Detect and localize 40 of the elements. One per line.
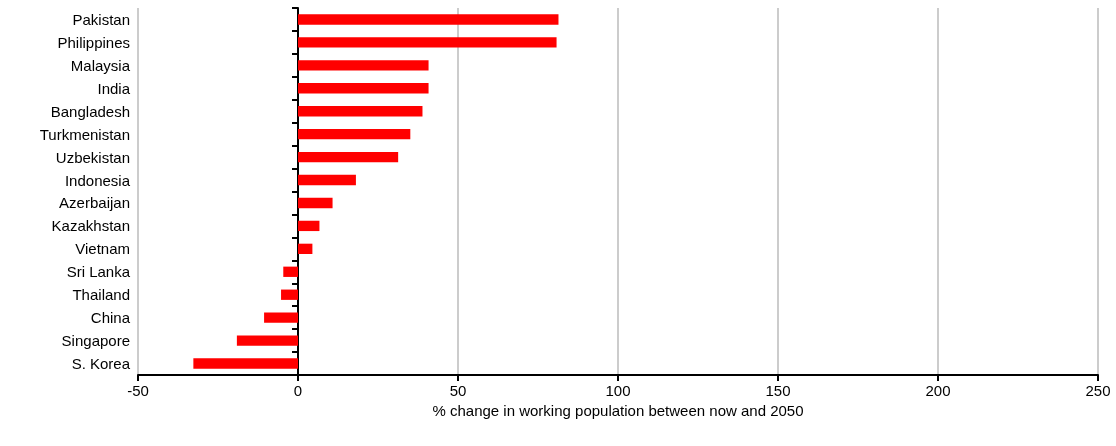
y-tick-label: Azerbaijan: [59, 194, 130, 212]
bar: [298, 243, 313, 254]
bar: [298, 174, 356, 186]
bar: [298, 60, 429, 71]
x-tick-label: 0: [293, 382, 303, 399]
bar: [298, 197, 333, 209]
y-tick-label: India: [97, 79, 131, 97]
y-tick-label: Sri Lanka: [66, 263, 131, 281]
y-tick-label: Kazakhstan: [51, 217, 130, 235]
x-tick-label: 150: [765, 382, 791, 399]
y-tick-label: Uzbekistan: [55, 148, 130, 166]
y-tick-label: Pakistan: [72, 10, 130, 28]
y-tick-label: Bangladesh: [50, 102, 130, 120]
bar: [298, 129, 411, 140]
bar: [298, 220, 320, 232]
bar: [236, 335, 298, 346]
y-tick-label: Indonesia: [64, 171, 131, 189]
y-tick-label: S. Korea: [71, 355, 131, 373]
y-tick-label: Singapore: [61, 332, 130, 350]
bar: [264, 312, 298, 323]
x-tick-label: 100: [605, 382, 631, 399]
x-tick-label: 200: [925, 382, 951, 399]
bar: [193, 358, 298, 369]
y-tick-label: Thailand: [72, 286, 130, 304]
x-tick-label: -50: [127, 382, 149, 399]
y-tick-label: Philippines: [57, 33, 130, 51]
bar: [298, 83, 429, 94]
bar: [298, 14, 559, 25]
bar: [283, 266, 298, 277]
y-tick-label: China: [90, 309, 131, 327]
y-tick-label: Malaysia: [70, 56, 131, 74]
bar: [298, 37, 557, 48]
x-tick-label: 250: [1085, 382, 1111, 399]
x-axis-title: % change in working population between now and 2050: [432, 401, 804, 419]
y-tick-label: Vietnam: [75, 240, 130, 258]
bar: [281, 289, 298, 300]
x-tick-label: 50: [449, 382, 467, 399]
bar: [298, 106, 423, 117]
y-tick-label: Turkmenistan: [39, 125, 130, 143]
bar: [298, 151, 399, 163]
